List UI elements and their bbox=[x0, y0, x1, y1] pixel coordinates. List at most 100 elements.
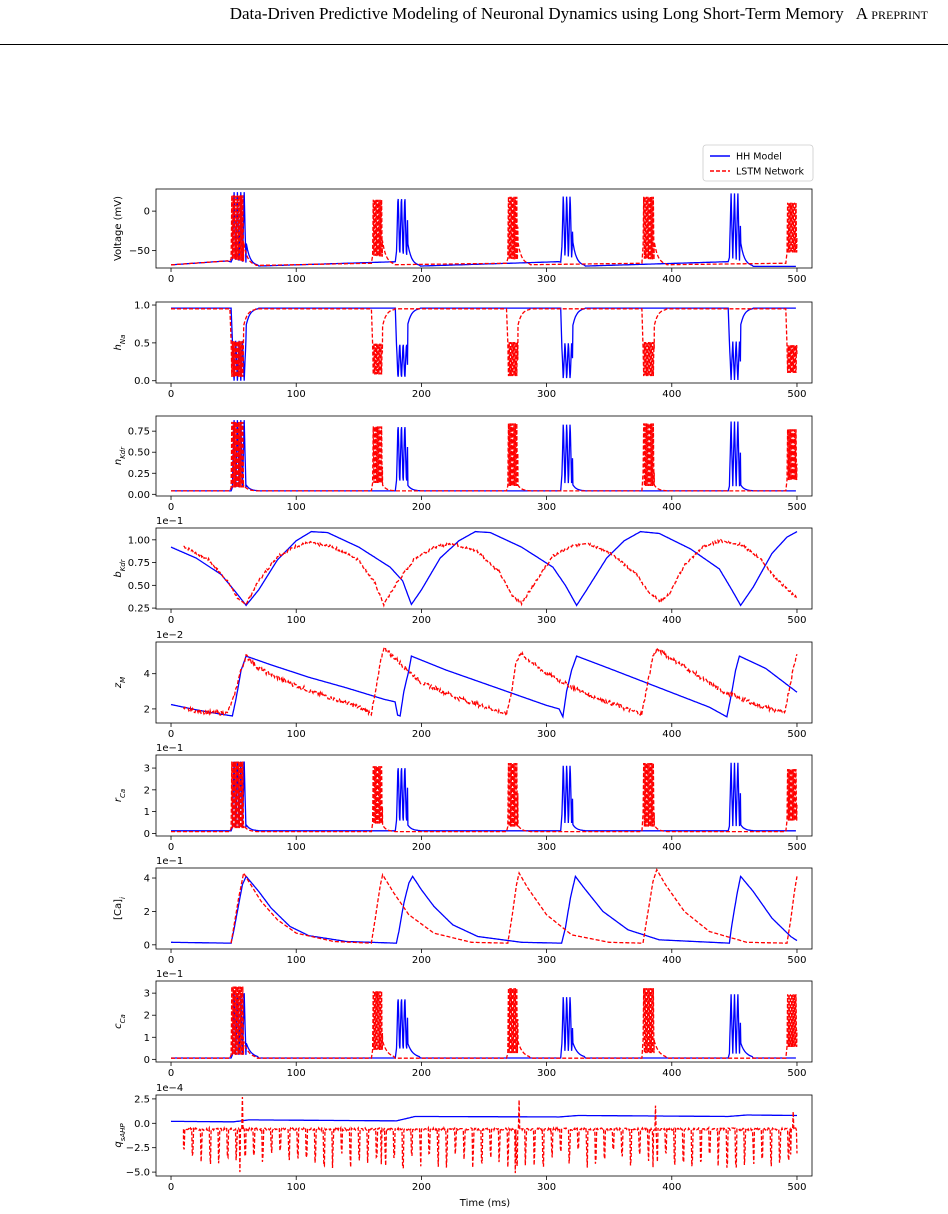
y-tick-label: 0.5 bbox=[134, 338, 150, 349]
y-axis-label: bKdr bbox=[113, 558, 127, 577]
x-tick-label: 100 bbox=[287, 842, 306, 853]
x-tick-label: 0 bbox=[168, 615, 174, 626]
series-group bbox=[171, 420, 798, 492]
x-tick-label: 0 bbox=[168, 729, 174, 740]
axis-multiplier: 1e−4 bbox=[156, 1083, 183, 1094]
x-tick-label: 300 bbox=[537, 1182, 556, 1193]
x-tick-label: 100 bbox=[287, 1068, 306, 1079]
panel-voltage: 0 100 200 300 400 500 −50 0 Voltage (mV) bbox=[113, 188, 813, 285]
series-group bbox=[171, 307, 798, 381]
x-tick-label: 400 bbox=[662, 502, 681, 513]
y-tick-label: −2.5 bbox=[126, 1143, 150, 1154]
y-axis-label: nKdr bbox=[113, 446, 127, 465]
x-tick-label: 100 bbox=[287, 955, 306, 966]
series-group bbox=[170, 1096, 798, 1174]
y-tick-label: 2 bbox=[144, 1011, 150, 1022]
hh-series-line bbox=[171, 307, 796, 381]
lstm-series-line bbox=[182, 1096, 798, 1174]
axes-frame bbox=[155, 415, 813, 497]
series-group bbox=[171, 761, 798, 833]
y-tick-label: 0.50 bbox=[128, 448, 150, 459]
x-tick-label: 100 bbox=[287, 502, 306, 513]
axes-frame bbox=[155, 1094, 813, 1177]
x-tick-label: 400 bbox=[662, 729, 681, 740]
y-tick-label: 0.0 bbox=[134, 376, 150, 387]
legend-box bbox=[702, 144, 814, 182]
y-tick-label: 3 bbox=[144, 764, 150, 775]
series-group bbox=[171, 192, 798, 268]
x-tick-label: 100 bbox=[287, 389, 306, 400]
y-tick-label: 2 bbox=[144, 785, 150, 796]
panel-q_sahp: 0 100 200 300 400 500 −5.0 −2.5 0.0 2.5 1e−4 qsAHP bbox=[113, 1083, 813, 1193]
panel-ca_i: 0 100 200 300 400 500 0 2 4 1e−1 [Ca]i bbox=[113, 856, 813, 966]
lstm-series-line bbox=[230, 868, 798, 944]
lstm-series-line bbox=[182, 645, 798, 718]
axes-frame bbox=[155, 641, 813, 724]
x-tick-label: 500 bbox=[787, 389, 806, 400]
panel-h_na: 0 100 200 300 400 500 0.0 0.5 1.0 hNa bbox=[113, 301, 813, 400]
x-tick-label: 500 bbox=[787, 1068, 806, 1079]
y-axis-label: hNa bbox=[113, 335, 127, 351]
axes-frame bbox=[155, 980, 813, 1063]
axis-multiplier: 1e−1 bbox=[156, 969, 183, 980]
y-tick-label: 0.50 bbox=[128, 581, 150, 592]
x-tick-label: 400 bbox=[662, 955, 681, 966]
y-tick-label: −5.0 bbox=[126, 1168, 150, 1179]
hh-series-line bbox=[171, 993, 796, 1059]
x-tick-label: 0 bbox=[168, 842, 174, 853]
x-tick-label: 200 bbox=[412, 502, 431, 513]
hh-series-line bbox=[170, 530, 798, 607]
x-tick-label: 400 bbox=[662, 842, 681, 853]
hh-series-line bbox=[170, 655, 798, 719]
x-tick-label: 400 bbox=[662, 1068, 681, 1079]
x-tick-label: 300 bbox=[537, 955, 556, 966]
x-tick-label: 300 bbox=[537, 842, 556, 853]
x-tick-label: 200 bbox=[412, 1068, 431, 1079]
axis-multiplier: 1e−1 bbox=[156, 743, 183, 754]
preprint-tag: A preprint bbox=[855, 4, 928, 23]
x-tick-label: 500 bbox=[787, 1182, 806, 1193]
lstm-series-line bbox=[171, 308, 798, 377]
axis-multiplier: 1e−2 bbox=[156, 630, 183, 641]
x-tick-label: 100 bbox=[287, 615, 306, 626]
y-tick-label: 0 bbox=[144, 207, 150, 218]
x-tick-label: 0 bbox=[168, 955, 174, 966]
y-tick-label: 0.0 bbox=[134, 1119, 150, 1130]
hh-series-line bbox=[171, 761, 796, 832]
x-tick-label: 100 bbox=[287, 274, 306, 285]
panel-r_ca: 0 100 200 300 400 500 0 1 2 3 1e−1 rCa bbox=[113, 743, 813, 853]
hh-series-line bbox=[170, 1114, 797, 1123]
y-tick-label: 0 bbox=[144, 829, 150, 840]
hh-series-line bbox=[171, 420, 796, 492]
x-tick-label: 200 bbox=[412, 1182, 431, 1193]
x-tick-label: 300 bbox=[537, 729, 556, 740]
x-tick-label: 300 bbox=[537, 389, 556, 400]
axes-frame bbox=[155, 527, 813, 610]
panel-z_m: 0 100 200 300 400 500 2 4 1e−2 zM bbox=[113, 630, 813, 740]
y-tick-label: 0 bbox=[144, 1055, 150, 1066]
series-group bbox=[170, 645, 798, 719]
legend-label: LSTM Network bbox=[736, 167, 805, 178]
x-tick-label: 500 bbox=[787, 274, 806, 285]
lstm-series-line bbox=[171, 195, 798, 267]
x-tick-label: 200 bbox=[412, 955, 431, 966]
y-tick-label: 0.25 bbox=[128, 604, 150, 615]
lstm-series-line bbox=[171, 986, 798, 1059]
series-group bbox=[170, 530, 798, 608]
x-tick-label: 400 bbox=[662, 274, 681, 285]
axis-multiplier: 1e−1 bbox=[156, 516, 183, 527]
y-tick-label: 0.00 bbox=[128, 490, 150, 501]
axes-frame bbox=[155, 301, 813, 384]
axes-frame bbox=[155, 754, 813, 837]
x-tick-label: 300 bbox=[537, 274, 556, 285]
y-axis-label: zM bbox=[113, 677, 127, 689]
x-tick-label: 400 bbox=[662, 389, 681, 400]
x-tick-label: 300 bbox=[537, 1068, 556, 1079]
x-tick-label: 500 bbox=[787, 955, 806, 966]
y-axis-label: Voltage (mV) bbox=[113, 196, 124, 261]
x-tick-label: 200 bbox=[412, 274, 431, 285]
header-title: Data-Driven Predictive Modeling of Neuro… bbox=[20, 4, 928, 24]
legend: HH Model LSTM Network bbox=[702, 144, 814, 182]
y-axis-label: rCa bbox=[113, 789, 127, 802]
